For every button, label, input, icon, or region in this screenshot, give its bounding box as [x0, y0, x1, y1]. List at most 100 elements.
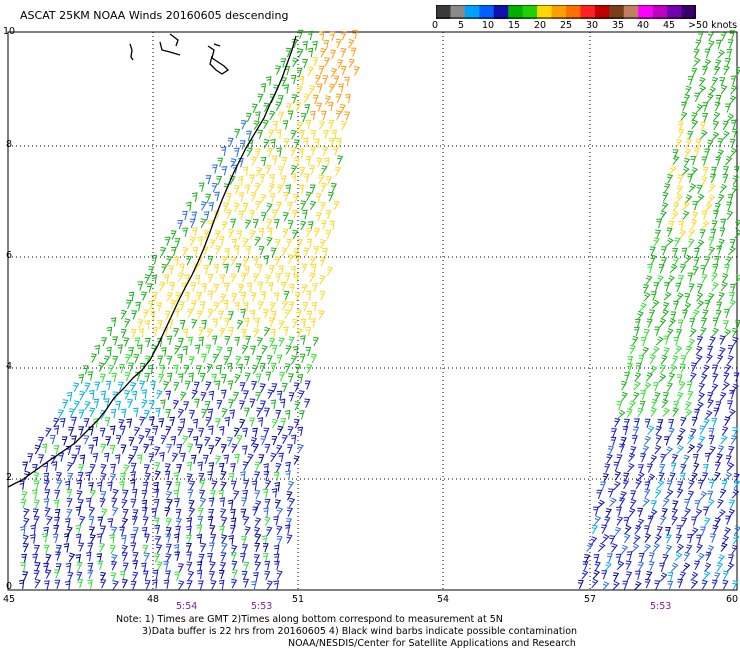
wind-barb — [267, 147, 274, 158]
wind-barb — [207, 408, 214, 419]
wind-barb — [266, 202, 273, 213]
wind-barb — [624, 533, 631, 544]
wind-barb — [262, 119, 269, 130]
wind-barb — [644, 418, 651, 428]
wind-barb — [684, 293, 691, 303]
wind-barb — [163, 560, 169, 571]
wind-barb — [697, 283, 703, 293]
wind-barb — [220, 481, 227, 491]
wind-barb — [173, 256, 180, 266]
wind-barb — [281, 300, 289, 310]
wind-barb — [726, 201, 733, 211]
wind-barb — [154, 446, 161, 456]
wind-barb — [170, 230, 177, 240]
wind-barb — [197, 461, 203, 472]
wind-barb — [184, 274, 190, 284]
wind-barb — [240, 120, 247, 130]
wind-barb — [109, 444, 116, 455]
wind-barb — [258, 246, 265, 256]
wind-barb — [125, 354, 132, 364]
wind-barb — [299, 166, 306, 177]
wind-barb — [145, 428, 151, 438]
wind-barb — [191, 389, 198, 400]
wind-barb — [287, 426, 294, 436]
wind-barb — [725, 515, 732, 525]
wind-barb — [186, 473, 193, 483]
wind-barb — [293, 156, 300, 167]
wind-barb — [703, 463, 709, 474]
wind-barb — [220, 443, 227, 454]
wind-barb — [726, 210, 734, 220]
wind-barb — [708, 183, 716, 193]
wind-barb — [180, 391, 187, 401]
wind-barb — [702, 309, 709, 319]
note-line-1: Note: 1) Times are GMT 2)Times along bot… — [116, 614, 503, 625]
wind-barb — [266, 236, 273, 247]
wind-barb — [729, 30, 736, 40]
map-frame — [7, 31, 738, 591]
wind-barb — [674, 551, 683, 562]
wind-barb — [130, 542, 137, 552]
wind-barb — [220, 561, 227, 572]
wind-barb — [258, 454, 265, 464]
wind-barb — [581, 570, 589, 580]
wind-barb — [129, 479, 136, 489]
wind-barb — [318, 310, 325, 320]
wind-barb — [163, 380, 170, 391]
wind-barb — [730, 435, 738, 445]
wind-barb — [726, 462, 735, 472]
wind-barb — [636, 471, 645, 481]
wind-barb — [325, 210, 332, 220]
wind-barb — [196, 310, 203, 320]
wind-barb — [103, 452, 110, 463]
wind-barb — [187, 570, 195, 581]
wind-barb — [43, 544, 50, 554]
wind-barb — [286, 507, 293, 517]
wind-barb — [275, 65, 282, 75]
wind-barb — [144, 319, 150, 330]
wind-barb — [693, 462, 700, 473]
wind-barb — [333, 200, 340, 211]
wind-barb — [68, 426, 75, 436]
wind-barb — [56, 544, 62, 555]
wind-barb — [288, 497, 296, 508]
wind-barb — [306, 238, 313, 248]
wind-barb — [265, 479, 272, 490]
wind-barb — [719, 335, 726, 345]
wind-barb — [111, 554, 118, 564]
wind-barb — [715, 94, 722, 105]
wind-barb — [730, 85, 738, 95]
wind-barb — [273, 580, 280, 590]
wind-barb — [152, 579, 158, 589]
wind-barb — [620, 380, 628, 391]
wind-barb — [224, 318, 231, 328]
wind-barb — [709, 336, 716, 346]
wind-barb — [243, 561, 250, 572]
wind-barb — [704, 202, 713, 212]
wind-barb — [616, 401, 623, 411]
wind-barb — [591, 524, 598, 535]
wind-barb — [44, 507, 51, 517]
wind-barb — [279, 398, 286, 409]
wind-barb — [250, 156, 258, 166]
wind-barb — [612, 580, 620, 591]
wind-barb — [700, 265, 707, 275]
wind-barb — [189, 236, 196, 246]
wind-barb — [642, 284, 650, 294]
wind-barb — [261, 535, 268, 545]
wind-barb — [54, 508, 61, 519]
wind-barb — [251, 103, 258, 114]
wind-barb — [310, 263, 317, 274]
wind-barb — [630, 490, 637, 500]
wind-barb — [616, 560, 625, 571]
wind-barb — [191, 319, 198, 329]
wind-barb — [144, 409, 151, 420]
wind-barb — [313, 245, 320, 255]
wind-barb — [710, 533, 717, 543]
wind-barb — [131, 515, 138, 526]
wind-barb — [208, 497, 215, 507]
wind-barb — [207, 552, 213, 563]
wind-barb — [679, 381, 686, 391]
wind-barb — [283, 326, 289, 337]
wind-barb — [264, 516, 271, 527]
